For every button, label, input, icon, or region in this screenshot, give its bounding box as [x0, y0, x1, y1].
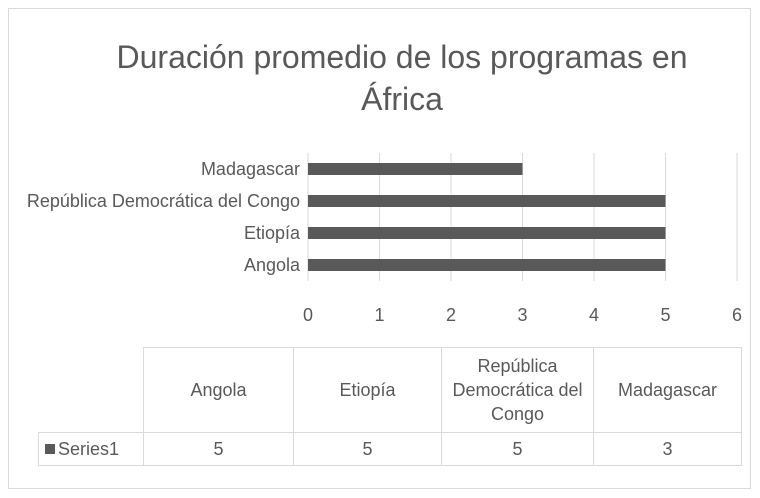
x-tick-label: 5	[660, 305, 671, 325]
chart-title: Duración promedio de los programas en Áf…	[116, 39, 688, 117]
table-header-cell: Angola	[143, 347, 294, 433]
legend-label: Series1	[58, 439, 120, 459]
legend-swatch	[45, 444, 55, 454]
table-header-cell: Madagascar	[593, 347, 742, 433]
x-tick-label: 4	[588, 305, 599, 325]
table-value-cell: 5	[293, 432, 442, 466]
table-value-cell: 5	[143, 432, 294, 466]
x-tick-label: 3	[517, 305, 528, 325]
bar	[308, 259, 666, 271]
table-header-cell: República Democrática del Congo	[441, 347, 594, 433]
y-tick-label: Madagascar	[200, 159, 300, 179]
bar	[308, 163, 523, 175]
y-tick-label: Etiopía	[243, 223, 300, 243]
x-tick-label: 0	[302, 305, 313, 325]
x-tick-label: 6	[731, 305, 742, 325]
table-value-cell: 3	[593, 432, 742, 466]
chart-frame	[8, 8, 751, 489]
bar	[308, 195, 666, 207]
x-tick-label: 2	[445, 305, 456, 325]
table-value-cell: 5	[441, 432, 594, 466]
y-tick-label: República Democrática del Congo	[26, 191, 300, 211]
y-tick-label: Angola	[243, 255, 300, 275]
x-tick-label: 1	[374, 305, 385, 325]
bar	[308, 227, 666, 239]
table-header-cell: Etiopía	[293, 347, 442, 433]
table-series-cell: Series1	[38, 432, 144, 466]
